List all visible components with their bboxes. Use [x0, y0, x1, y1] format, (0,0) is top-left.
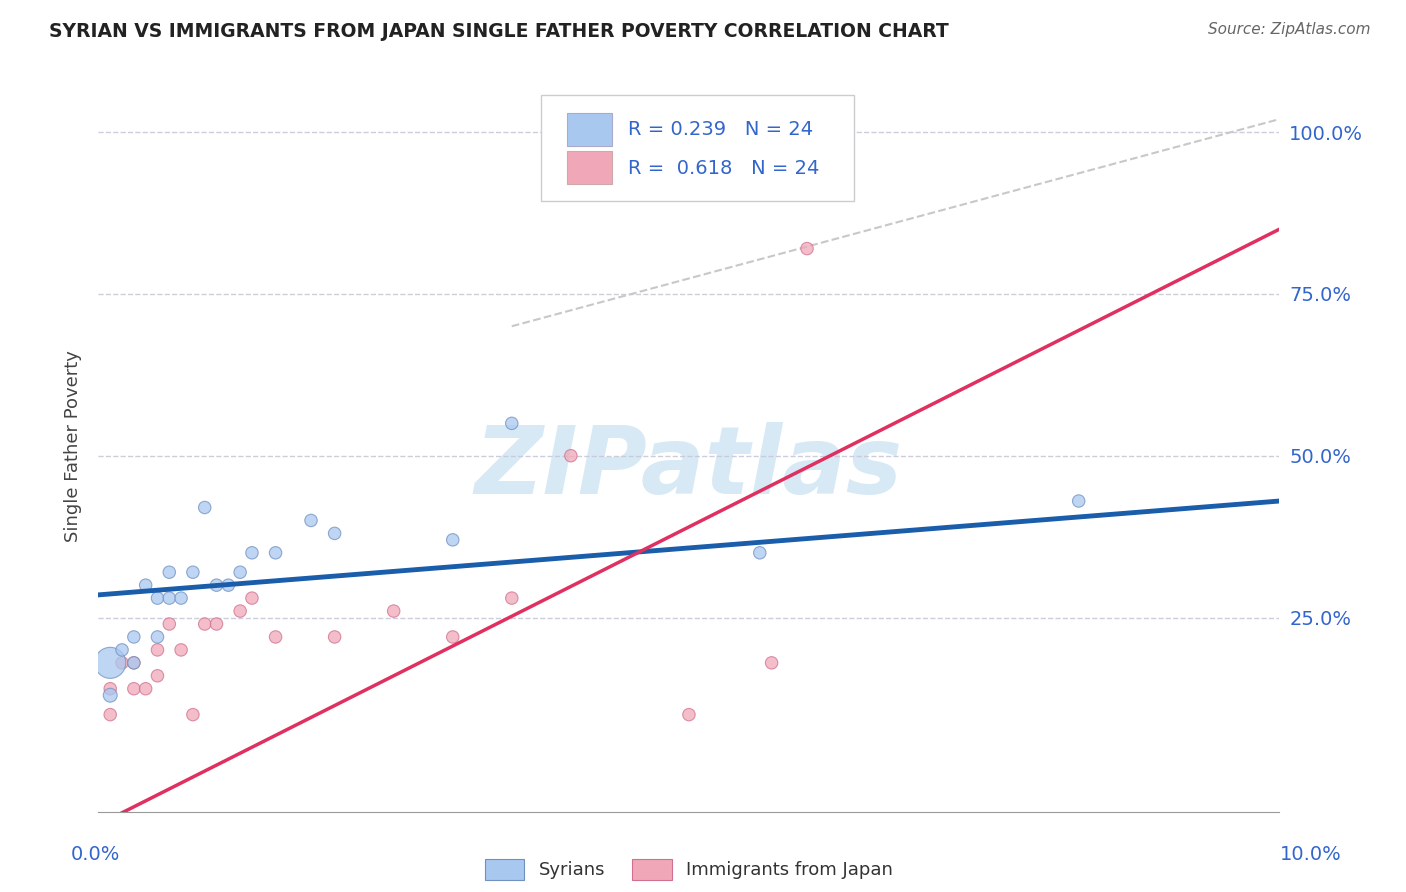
Point	[98, 707, 121, 722]
Point	[122, 656, 145, 670]
Point	[205, 617, 228, 632]
Legend: Syrians, Immigrants from Japan: Syrians, Immigrants from Japan	[477, 852, 901, 887]
Point	[181, 707, 204, 722]
Point	[146, 643, 169, 657]
Point	[501, 417, 523, 431]
Point	[157, 591, 180, 606]
Point	[264, 630, 287, 644]
Point	[194, 617, 217, 632]
Text: SYRIAN VS IMMIGRANTS FROM JAPAN SINGLE FATHER POVERTY CORRELATION CHART: SYRIAN VS IMMIGRANTS FROM JAPAN SINGLE F…	[49, 22, 949, 41]
Text: Source: ZipAtlas.com: Source: ZipAtlas.com	[1208, 22, 1371, 37]
Point	[323, 630, 346, 644]
Bar	[567, 113, 612, 146]
Point	[170, 591, 193, 606]
Point	[135, 578, 157, 592]
Point	[560, 449, 582, 463]
Point	[382, 604, 405, 618]
Text: R = 0.239   N = 24: R = 0.239 N = 24	[627, 120, 813, 139]
Point	[299, 513, 322, 527]
Point	[264, 546, 287, 560]
Point	[122, 630, 145, 644]
Point	[122, 656, 145, 670]
Point	[194, 500, 217, 515]
Point	[170, 643, 193, 657]
Point	[441, 630, 464, 644]
Point	[240, 591, 263, 606]
Point	[323, 526, 346, 541]
Point	[1067, 494, 1090, 508]
Point	[748, 546, 770, 560]
Bar	[567, 152, 612, 184]
Point	[98, 681, 121, 696]
Point	[229, 566, 252, 580]
Text: 0.0%: 0.0%	[70, 845, 121, 864]
Point	[146, 591, 169, 606]
Point	[98, 656, 121, 670]
FancyBboxPatch shape	[541, 95, 855, 201]
Point	[146, 669, 169, 683]
Point	[111, 643, 134, 657]
Text: R =  0.618   N = 24: R = 0.618 N = 24	[627, 159, 818, 178]
Point	[205, 578, 228, 592]
Text: ZIPatlas: ZIPatlas	[475, 422, 903, 514]
Point	[441, 533, 464, 547]
Point	[98, 688, 121, 702]
Point	[157, 566, 180, 580]
Point	[240, 546, 263, 560]
Point	[135, 681, 157, 696]
Point	[111, 656, 134, 670]
Point	[678, 707, 700, 722]
Point	[157, 617, 180, 632]
Text: 10.0%: 10.0%	[1279, 845, 1341, 864]
Point	[146, 630, 169, 644]
Y-axis label: Single Father Poverty: Single Father Poverty	[63, 350, 82, 542]
Point	[501, 591, 523, 606]
Point	[796, 242, 818, 256]
Point	[122, 681, 145, 696]
Point	[761, 656, 783, 670]
Point	[217, 578, 239, 592]
Point	[229, 604, 252, 618]
Point	[181, 566, 204, 580]
